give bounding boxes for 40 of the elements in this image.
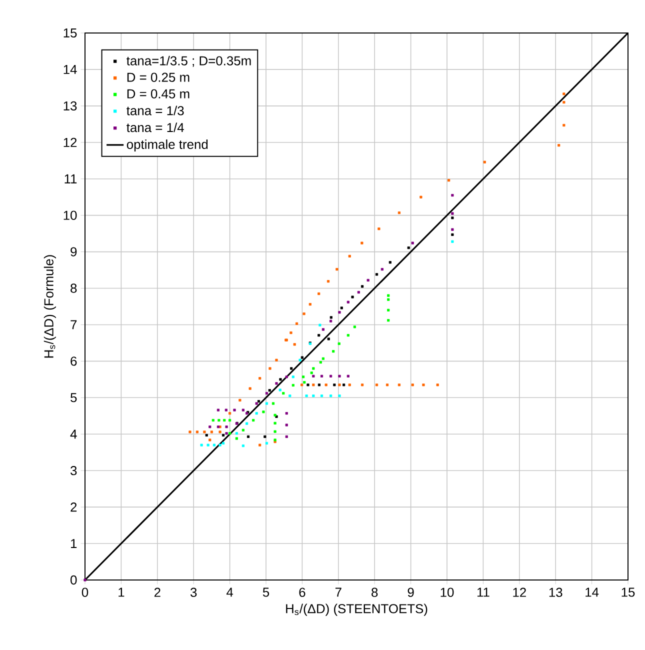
legend-label: D = 0.25 m [127, 72, 190, 82]
legend-label: optimale trend [126, 139, 208, 152]
y-tick-label: 12 [64, 138, 77, 147]
legend-label: tana = 1/3 [126, 106, 184, 116]
x-axis-title: H$_{s}$/(ΔD) (STEENTOETS) [286, 604, 428, 616]
y-tick-label: 4 [70, 430, 77, 439]
y-axis-title: H$_{s}$/(ΔD) (Formule) [44, 255, 56, 358]
x-tick-label: 9 [408, 588, 414, 597]
x-tick-label: 7 [335, 588, 342, 597]
x-tick-label: 15 [622, 588, 635, 597]
legend-label: tana = 1/4 [126, 122, 184, 132]
y-tick-label: 3 [70, 466, 77, 476]
x-tick-label: 13 [549, 588, 562, 597]
y-tick-label: 9 [70, 247, 77, 256]
x-tick-label: 0 [82, 588, 88, 597]
x-tick-label: 12 [513, 588, 526, 597]
x-tick-label: 1 [118, 588, 124, 597]
y-tick-label: 8 [70, 284, 77, 293]
y-tick-label: 13 [64, 101, 77, 111]
y-tick-label: 5 [70, 393, 77, 402]
y-tick-label: 10 [64, 210, 77, 220]
x-tick-label: 2 [154, 588, 160, 597]
y-tick-label: 14 [64, 65, 77, 74]
legend-label: tana=1/3.5 ; D=0.35m [126, 56, 251, 67]
x-tick-label: 14 [586, 588, 599, 597]
y-tick-label: 0 [70, 575, 77, 585]
x-tick-label: 5 [262, 588, 270, 597]
y-tick-label: 15 [64, 28, 77, 38]
y-tick-label: 11 [64, 174, 77, 184]
x-tick-label: 3 [190, 588, 197, 597]
y-tick-label: 1 [71, 539, 77, 548]
x-tick-label: 8 [372, 588, 378, 597]
x-tick-label: 10 [440, 588, 454, 597]
y-tick-label: 2 [70, 502, 77, 512]
x-tick-label: 4 [226, 588, 234, 597]
y-tick-label: 6 [70, 356, 77, 366]
x-tick-label: 6 [299, 588, 306, 597]
x-tick-label: 11 [477, 588, 490, 597]
y-tick-label: 7 [70, 320, 77, 330]
legend-label: D = 0.45 m [127, 89, 190, 98]
